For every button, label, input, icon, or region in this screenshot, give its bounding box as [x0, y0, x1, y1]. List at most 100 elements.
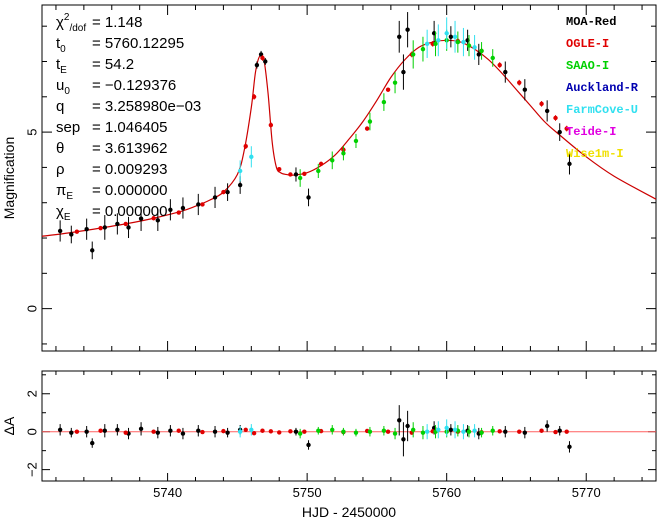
main-point — [436, 38, 441, 43]
main-point — [176, 210, 181, 215]
residual-point — [57, 427, 63, 432]
residual-point — [237, 429, 243, 434]
residual-point — [472, 428, 477, 433]
residual-point — [401, 437, 406, 442]
residual-point — [138, 426, 144, 432]
main-series-ogle-i — [74, 38, 569, 234]
param-q-label: q — [56, 98, 64, 115]
residual-point — [517, 429, 522, 434]
residual-point — [268, 429, 274, 434]
residual-plot-frame — [41, 370, 657, 482]
main-point — [385, 87, 391, 92]
x-tick-label: 5740 — [153, 485, 182, 500]
residual-point — [544, 423, 550, 429]
residual-point — [444, 425, 449, 431]
main-point — [302, 171, 307, 176]
main-point — [196, 202, 201, 207]
main-point — [180, 205, 186, 211]
residual-point — [392, 431, 398, 436]
residual-point — [353, 430, 359, 435]
param-chiE-value: = 0.000000 — [92, 203, 168, 220]
legend-entry-saao-i: SAAO-I — [566, 59, 609, 73]
residual-point — [225, 430, 230, 435]
param-piE-value: = 0.000000 — [92, 182, 168, 199]
x-tick-label: 5750 — [293, 485, 322, 500]
main-point — [522, 87, 528, 92]
param-piE-label: πE — [56, 182, 73, 202]
residual-point — [461, 429, 466, 434]
residual-point — [539, 428, 544, 433]
main-series-farmcove-u — [237, 17, 477, 182]
main-point — [397, 34, 402, 39]
residual-point — [557, 428, 562, 433]
main-point — [260, 55, 265, 61]
param-theta-value: = 3.613962 — [92, 140, 168, 157]
residual-point — [553, 429, 558, 435]
main-point — [517, 80, 522, 85]
main-point — [544, 108, 550, 114]
main-point — [392, 80, 398, 85]
residual-point — [341, 429, 346, 434]
main-point — [401, 69, 406, 75]
main-point — [126, 225, 131, 230]
main-point — [69, 232, 74, 237]
model-curve-line — [41, 39, 657, 237]
legend-entry-moa-red: MOA-Red — [566, 15, 616, 29]
main-point — [564, 126, 569, 131]
residual-point — [102, 428, 107, 433]
residual-point — [397, 418, 402, 423]
param-chiE-label: χE — [56, 203, 71, 223]
legend-entry-wise1m-i: Wise1m-I — [566, 147, 624, 161]
main-point — [503, 69, 508, 75]
residual-point — [385, 429, 391, 434]
main-point — [455, 39, 461, 45]
main-point — [138, 216, 144, 221]
residual-y-axis-label: ΔA — [1, 416, 17, 435]
residual-point — [466, 429, 472, 434]
main-point — [472, 45, 477, 50]
param-chi2-label: χ2/dof — [56, 12, 86, 34]
main-point — [297, 175, 303, 181]
residual-point — [115, 427, 120, 432]
residual-point — [436, 427, 441, 432]
main-point — [316, 168, 321, 174]
residual-panel: 5740 5750 5760 5770 −2 0 2 ΔA — [1, 370, 657, 500]
main-point — [84, 226, 89, 232]
main-point — [444, 31, 449, 36]
main-panel: 05 χ2/dof = 1.148 t0 = 5760.12295 tE = 5… — [1, 4, 657, 352]
main-series-saao-i — [297, 29, 495, 187]
main-point — [433, 41, 438, 47]
residual-point — [367, 429, 373, 434]
main-point — [98, 225, 103, 231]
residual-y-tick-label: −2 — [25, 462, 40, 477]
main-point — [155, 218, 161, 223]
param-theta-label: θ — [56, 140, 64, 157]
residual-y-tick-label: 0 — [25, 428, 40, 435]
main-point — [420, 46, 426, 52]
main-plot-frame — [41, 4, 657, 352]
x-axis-label: HJD - 2450000 — [302, 504, 396, 520]
main-point — [251, 94, 257, 99]
main-point — [277, 166, 282, 172]
residual-point — [288, 429, 293, 434]
param-chi2-value: = 1.148 — [92, 14, 142, 31]
param-t0-label: t0 — [56, 35, 66, 55]
residual-point — [302, 429, 307, 434]
main-point — [243, 144, 248, 149]
param-tE-value: = 54.2 — [92, 56, 134, 73]
residual-point — [74, 429, 80, 434]
main-point — [448, 34, 454, 39]
main-point — [341, 151, 346, 156]
residual-point — [405, 423, 410, 429]
residual-point — [306, 442, 311, 448]
residual-point — [381, 428, 387, 433]
main-point — [381, 99, 387, 105]
main-point — [200, 202, 205, 207]
main-point — [168, 207, 173, 212]
residual-point — [490, 428, 495, 433]
main-point — [221, 189, 226, 195]
main-point — [461, 39, 466, 45]
main-point — [476, 52, 481, 57]
x-tick-label: 5760 — [432, 485, 461, 500]
